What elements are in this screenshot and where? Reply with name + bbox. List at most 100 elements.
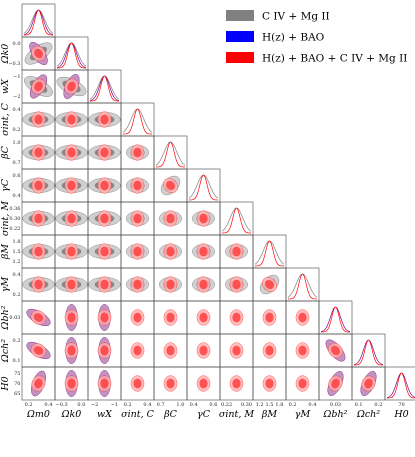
- panel-Och2-vs-Ok0: [54, 333, 89, 368]
- panel-gamM-vs-sigC: [120, 267, 155, 302]
- panel-sigM-vs-wX: [87, 201, 122, 236]
- panel-H0-vs-Om0: [21, 366, 56, 401]
- red-contour-2sigma: [34, 180, 43, 191]
- red-contour-2sigma: [34, 147, 43, 158]
- red-contour-2sigma: [298, 378, 307, 389]
- panel-frame: [285, 267, 320, 302]
- panel-frame: [351, 333, 386, 368]
- panel-gamC-vs-wX: [87, 168, 122, 203]
- y-axis-label-sigC: σint, C: [0, 102, 11, 135]
- red-contour-2sigma: [34, 48, 43, 59]
- x-tick-label: 1.0: [176, 402, 184, 408]
- red-contour-2sigma: [133, 345, 142, 356]
- red-contour-2sigma: [298, 312, 307, 323]
- panel-wX-vs-Ok0: [54, 69, 89, 104]
- x-tick-label: 0.4: [190, 402, 198, 408]
- y-axis-label-H0: H0: [0, 376, 11, 391]
- x-tick-label: −0.3: [56, 402, 68, 408]
- red-contour-2sigma: [133, 378, 142, 389]
- red-contour-2sigma: [364, 378, 373, 389]
- marginal-Och2: [353, 339, 384, 366]
- x-axis-label-Obh2: Ωbh²: [323, 409, 348, 420]
- corner-panels: [21, 3, 415, 401]
- marginal-sigM: [221, 207, 252, 232]
- red-contour-2sigma: [100, 312, 109, 323]
- panel-Obh2-vs-gamM: [285, 300, 320, 335]
- x-tick-label: 0.22: [221, 402, 232, 408]
- red-contour-2sigma: [34, 279, 43, 290]
- panel-betaC-vs-betaC: [153, 135, 188, 170]
- legend-swatch: [226, 31, 254, 42]
- panel-sigC-vs-sigC: [120, 102, 155, 137]
- red-contour-2sigma: [133, 312, 142, 323]
- red-contour-2sigma: [100, 147, 109, 158]
- marginal-Och2: [353, 339, 384, 365]
- x-axis-label-betaM: βM: [261, 409, 277, 420]
- red-contour-2sigma: [67, 345, 76, 356]
- marginal-Om0: [23, 9, 54, 35]
- y-tick-label: 0.36: [9, 206, 20, 212]
- panel-Obh2-vs-sigC: [120, 300, 155, 335]
- marginal-gamM: [287, 273, 318, 298]
- red-contour-2sigma: [199, 378, 208, 389]
- y-tick-label: 0.03: [9, 315, 20, 321]
- x-tick-label: −2: [91, 402, 98, 408]
- panel-betaC-vs-sigC: [120, 135, 155, 170]
- panel-gamC-vs-Ok0: [54, 168, 89, 203]
- x-tick-label: 0.2: [289, 402, 297, 408]
- red-contour-2sigma: [67, 312, 76, 323]
- red-contour-2sigma: [67, 81, 76, 92]
- panel-betaM-vs-sigC: [120, 234, 155, 269]
- marginal-H0: [386, 372, 415, 398]
- panel-Och2-vs-Och2: [351, 333, 386, 368]
- panel-wX-vs-Om0: [21, 69, 56, 104]
- legend-label: C IV + Mg II: [262, 11, 330, 23]
- x-tick-label: 0.2: [25, 402, 33, 408]
- panel-betaM-vs-betaM: [252, 234, 287, 269]
- x-tick-label: 0.0: [77, 402, 85, 408]
- panel-sigM-vs-sigM: [219, 201, 254, 236]
- panel-betaC-vs-Om0: [21, 135, 56, 170]
- red-contour-2sigma: [166, 246, 175, 257]
- x-tick-label: 1.8: [275, 402, 283, 408]
- x-tick-label: 1.2: [256, 402, 264, 408]
- panel-Om0-vs-Om0: [21, 3, 56, 38]
- panel-frame: [120, 102, 155, 137]
- panel-Obh2-vs-betaC: [153, 300, 188, 335]
- red-contour-2sigma: [34, 246, 43, 257]
- marginal-sigC: [122, 108, 153, 135]
- x-axis-label-Ok0: Ωk0: [61, 409, 82, 420]
- red-contour-2sigma: [232, 246, 241, 257]
- panel-H0-vs-Och2: [351, 366, 386, 401]
- red-contour-2sigma: [34, 213, 43, 224]
- panel-betaM-vs-Om0: [21, 234, 56, 269]
- marginal-wX: [89, 75, 120, 102]
- panel-sigM-vs-sigC: [120, 201, 155, 236]
- panel-betaM-vs-gamC: [186, 234, 221, 269]
- panel-H0-vs-Ok0: [54, 366, 89, 401]
- x-tick-label: 70: [398, 402, 404, 408]
- panel-gamC-vs-gamC: [186, 168, 221, 203]
- panel-Och2-vs-gamM: [285, 333, 320, 368]
- red-contour-2sigma: [265, 312, 274, 323]
- y-tick-label: 0.22: [9, 226, 20, 232]
- legend-label: H(z) + BAO: [262, 32, 325, 44]
- red-contour-2sigma: [166, 345, 175, 356]
- red-contour-2sigma: [67, 246, 76, 257]
- legend-swatch: [226, 52, 254, 63]
- x-tick-label: 0.7: [157, 402, 165, 408]
- x-axis-label-sigM: σint, M: [219, 409, 254, 420]
- red-contour-2sigma: [166, 279, 175, 290]
- panel-Och2-vs-wX: [87, 333, 122, 368]
- y-axis-label-sigM: σint, M: [0, 201, 11, 236]
- marginal-gamC: [188, 174, 219, 201]
- panel-Och2-vs-Om0: [21, 333, 56, 368]
- red-contour-2sigma: [34, 114, 43, 125]
- x-axis-label-gamC: γC: [197, 409, 211, 420]
- marginal-betaC: [155, 141, 186, 166]
- red-contour-2sigma: [133, 147, 142, 158]
- red-contour-2sigma: [100, 246, 109, 257]
- red-contour-2sigma: [199, 345, 208, 356]
- panel-Ok0-vs-Om0: [21, 36, 56, 71]
- red-contour-2sigma: [100, 279, 109, 290]
